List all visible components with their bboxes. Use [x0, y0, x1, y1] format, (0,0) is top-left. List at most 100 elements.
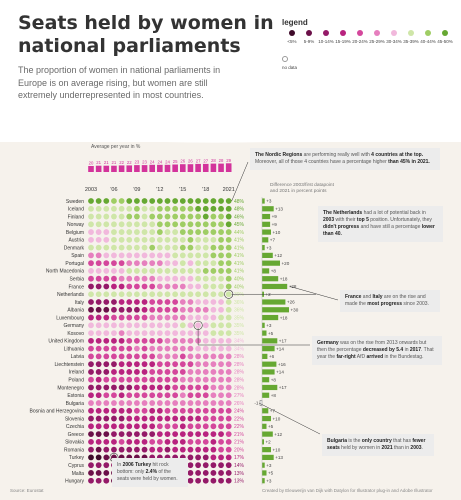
legend-label: <5%	[287, 39, 297, 44]
average-bar	[164, 164, 171, 172]
data-dot	[149, 268, 156, 274]
data-dot	[141, 306, 148, 313]
data-dot	[103, 353, 110, 360]
data-dot	[187, 353, 194, 360]
data-dot	[95, 431, 102, 437]
data-dot	[88, 361, 94, 368]
data-dot	[210, 438, 217, 445]
data-dot	[195, 322, 202, 329]
data-dot	[149, 415, 156, 422]
data-dot	[164, 198, 171, 204]
country-label: Germany	[63, 323, 84, 329]
note-text: 2003	[410, 445, 422, 451]
data-dot	[225, 213, 232, 220]
average-value: 28	[211, 158, 216, 163]
data-dot	[103, 454, 110, 461]
data-dot	[164, 407, 171, 414]
data-dot	[95, 236, 102, 243]
data-dot	[164, 361, 171, 368]
average-value: 22	[119, 160, 124, 165]
end-value-label: 39%	[234, 292, 245, 298]
data-dot	[179, 330, 186, 336]
data-dot	[103, 392, 110, 399]
data-dot	[118, 268, 125, 274]
data-dot	[126, 407, 133, 414]
data-dot	[210, 283, 217, 290]
end-value-label: 20%	[234, 447, 245, 453]
year-tick-label: 2003	[85, 187, 97, 193]
data-dot	[118, 291, 125, 298]
diff-bar	[262, 307, 289, 313]
data-dot	[111, 345, 117, 352]
data-dot	[210, 353, 217, 360]
data-dot	[111, 431, 117, 437]
data-dot	[195, 260, 202, 267]
data-dot	[103, 470, 110, 476]
data-dot	[141, 369, 148, 375]
data-dot	[225, 361, 232, 368]
data-dot	[118, 236, 125, 243]
data-dot	[156, 353, 163, 360]
average-value: 27	[203, 158, 208, 163]
data-dot	[195, 446, 202, 453]
data-dot	[111, 322, 117, 329]
data-dot	[210, 268, 217, 274]
data-dot	[218, 361, 224, 368]
diff-bar	[262, 346, 275, 352]
legend-swatch	[408, 30, 414, 36]
data-dot	[95, 446, 102, 453]
country-label: Slovenia	[65, 416, 84, 422]
country-label: Kosovo	[67, 331, 84, 337]
data-dot	[225, 252, 232, 259]
data-dot	[103, 306, 110, 313]
data-dot	[126, 291, 133, 298]
end-value-label: 24%	[234, 409, 245, 415]
data-dot	[88, 330, 94, 336]
data-dot	[156, 431, 163, 437]
year-tick-label: '15	[179, 187, 186, 193]
note-text: far-right	[336, 354, 356, 360]
data-dot	[118, 415, 125, 422]
data-dot	[134, 353, 140, 360]
data-dot	[149, 400, 156, 406]
data-dot	[126, 376, 133, 383]
legend: <5% 5-9% 10-14% 15-19% 20-24% 25-29% 30-…	[282, 30, 453, 56]
data-dot	[88, 400, 94, 406]
data-dot	[202, 384, 209, 391]
legend-nodata-swatch	[282, 56, 288, 62]
data-dot	[149, 252, 156, 259]
country-label: Denmark	[64, 245, 85, 251]
data-dot	[141, 236, 148, 243]
data-dot	[134, 299, 140, 305]
note-text: and have still a percentage	[359, 224, 422, 230]
note-text: in the Bundestag.	[383, 354, 424, 360]
data-dot	[172, 345, 179, 352]
data-dot	[218, 236, 224, 243]
diff-bar	[262, 392, 270, 398]
diff-bar	[262, 415, 271, 422]
legend-nodata-label: no data	[282, 65, 298, 70]
data-dot	[179, 314, 186, 321]
country-label: Norway	[67, 222, 84, 228]
data-dot	[195, 384, 202, 391]
data-dot	[164, 283, 171, 290]
data-dot	[118, 392, 125, 399]
data-dot	[126, 260, 133, 267]
data-dot	[187, 415, 194, 422]
data-dot	[118, 244, 125, 251]
data-dot	[111, 299, 117, 305]
diff-value-label: +14	[276, 346, 284, 351]
note-text: had a lot of potential back in	[362, 210, 426, 216]
data-dot	[195, 353, 202, 360]
legend-swatch	[323, 30, 329, 36]
note-text: France	[345, 294, 362, 300]
average-bar	[202, 163, 209, 172]
end-value-label: 35%	[234, 331, 245, 337]
data-dot	[218, 423, 224, 430]
data-dot	[134, 314, 140, 321]
data-dot	[218, 322, 224, 329]
data-dot	[156, 423, 163, 430]
end-value-label: 22%	[234, 424, 245, 430]
data-dot	[187, 306, 194, 313]
data-dot	[187, 260, 194, 267]
